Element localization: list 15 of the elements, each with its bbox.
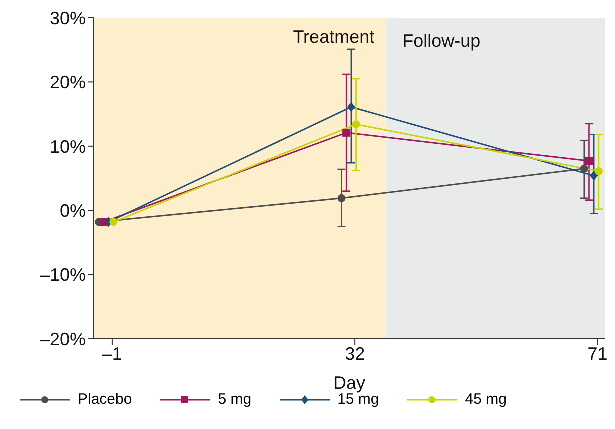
y-tick-label: 0% — [60, 200, 86, 221]
y-tick-label: 10% — [50, 136, 86, 157]
x-tick-label: 32 — [345, 344, 366, 364]
band-label: Treatment — [293, 26, 375, 47]
y-tick-label: 30% — [50, 8, 86, 28]
legend-label: 45 mg — [465, 391, 507, 408]
legend-label: Placebo — [78, 391, 132, 408]
band-label: Follow-up — [402, 30, 481, 51]
legend-label: 5 mg — [218, 391, 252, 408]
x-tick-label: –1 — [102, 344, 122, 364]
y-tick-label: 20% — [50, 72, 86, 93]
x-axis-title: Day — [333, 373, 366, 393]
y-tick-label: –20% — [40, 329, 86, 350]
y-tick-label: –10% — [40, 265, 86, 286]
x-tick-label: 71 — [588, 344, 608, 364]
